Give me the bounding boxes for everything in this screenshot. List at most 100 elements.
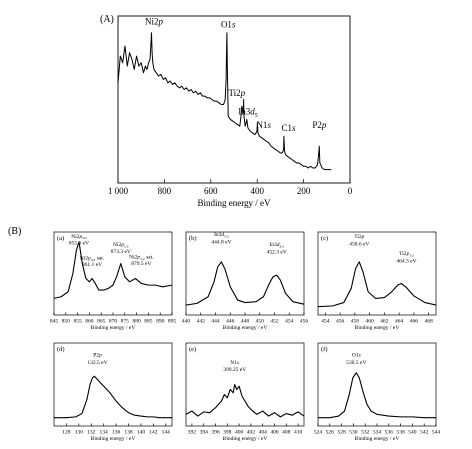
x-tick-label: 530 (349, 430, 358, 436)
x-tick-label: 890 (156, 319, 165, 325)
peak-annotation: O1s (352, 352, 361, 358)
x-axis-label: Binding energy / eV (355, 325, 400, 331)
peak-annotation: Ti2p (228, 88, 245, 98)
x-tick-label: 440 (182, 319, 191, 325)
x-tick-label: 600 (204, 186, 218, 196)
x-tick-label: 532 (361, 430, 370, 436)
chart-panel-b-d: 128 130 132 134 136 138 140 142 144 Binding energ… (53, 342, 173, 442)
x-tick-label: 394 (200, 430, 209, 436)
figure-label-b: (B) (8, 226, 21, 237)
peak-annotation: 530.5 eV (346, 360, 366, 366)
chart-panel-b-f: 524 526 528 530 532 534 536 538 540 542 544 Binding… (314, 342, 441, 442)
spectrum-line (54, 375, 172, 419)
x-tick-label: 542 (420, 430, 429, 436)
x-tick-label: 454 (285, 319, 294, 325)
plot-frame (53, 342, 173, 427)
x-tick-label: 448 (241, 319, 250, 325)
peak-annotation: 873.3 eV (111, 249, 131, 255)
x-tick-label: 144 (162, 430, 171, 436)
x-tick-label: 408 (282, 430, 291, 436)
x-tick-label: 1 000 (108, 186, 129, 196)
x-tick-label: 526 (326, 430, 335, 436)
panel-label: (f) (321, 346, 328, 353)
x-tick-label: 880 (132, 319, 141, 325)
chart-panel-a: 1 000 800 600 400 200 0 Binding energy / eV Ni2… (108, 15, 353, 208)
spectrum-line (318, 372, 436, 419)
x-tick-label: 410 (294, 430, 303, 436)
peak-annotation: Ni2p (145, 16, 164, 26)
peak-annotation: N1s (256, 120, 271, 130)
plot-frame (117, 15, 351, 184)
x-tick-label: 450 (256, 319, 265, 325)
peak-annotation: 444.8 eV (211, 240, 231, 246)
peak-annotation: P2p (93, 352, 102, 358)
chart-panel-b-a: 845 850 855 860 865 870 875 880 885 890 895 Binding… (50, 231, 177, 331)
plot-frame (317, 231, 437, 316)
x-axis-label: Binding energy / eV (197, 198, 271, 208)
peak-annotation: Ti2p (354, 234, 364, 240)
x-tick-label: 402 (247, 430, 256, 436)
spectrum-line (53, 241, 173, 299)
x-tick-label: 138 (124, 430, 133, 436)
x-tick-label: 454 (321, 319, 330, 325)
peak-annotation: N1s (230, 360, 239, 366)
chart-panels: 1 000 800 600 400 200 0 Binding energy / eV Ni2… (50, 15, 441, 442)
x-tick-label: 442 (197, 319, 206, 325)
peak-annotation: Ni2p1/2 sat. (129, 255, 154, 261)
chart-panel-b-b: 440 442 444 446 448 450 452 454 456 Binding energ… (182, 231, 308, 331)
x-tick-label: 464 (395, 319, 404, 325)
panel-label: (b) (189, 235, 197, 242)
plot-frame (185, 342, 305, 427)
x-tick-label: 444 (211, 319, 220, 325)
x-tick-label: 870 (109, 319, 118, 325)
x-axis-label: Binding energy / eV (91, 325, 136, 331)
x-tick-label: 130 (75, 430, 84, 436)
peak-annotation: 861.1 eV (82, 262, 102, 268)
x-tick-label: 800 (158, 186, 172, 196)
peak-annotation: In3d5/2 (214, 232, 229, 238)
peak-annotation: In3d3/2 (269, 242, 284, 248)
x-tick-label: 462 (380, 319, 389, 325)
peak-annotation: 855.6 eV (69, 240, 89, 246)
peak-annotation: C1s (282, 123, 297, 133)
x-tick-label: 400 (235, 430, 244, 436)
x-tick-label: 524 (314, 430, 323, 436)
x-axis-label: Binding energy / eV (223, 436, 268, 442)
x-tick-label: 534 (373, 430, 382, 436)
x-tick-label: 398 (223, 430, 232, 436)
x-tick-label: 142 (149, 430, 158, 436)
x-tick-label: 895 (168, 319, 177, 325)
peak-annotation: Ni2p3/2 (71, 234, 87, 240)
x-tick-label: 452 (270, 319, 279, 325)
plot-frame (317, 342, 437, 427)
peak-annotation: 458.6 eV (349, 241, 369, 247)
x-tick-label: 134 (100, 430, 109, 436)
x-tick-label: 540 (408, 430, 417, 436)
x-tick-label: 865 (97, 319, 106, 325)
spectrum-line (185, 261, 305, 306)
x-tick-label: 860 (85, 319, 94, 325)
x-tick-label: 468 (425, 319, 434, 325)
x-tick-label: 128 (62, 430, 71, 436)
peak-annotation: 399.25 eV (223, 367, 246, 373)
peak-annotation: Ni2p3/2 sat. (80, 255, 105, 261)
peak-annotation: O1s (221, 20, 236, 30)
x-tick-label: 885 (144, 319, 153, 325)
peak-annotation: In3d5 (238, 107, 257, 119)
peak-annotation: 452.3 eV (267, 250, 287, 256)
x-tick-label: 466 (410, 319, 419, 325)
panel-label: (d) (57, 346, 65, 353)
x-tick-label: 136 (112, 430, 121, 436)
x-tick-label: 140 (137, 430, 146, 436)
peak-annotation: Ni2p1/2 (113, 242, 129, 248)
peak-annotation: 879.5 eV (131, 261, 151, 267)
x-axis-label: Binding energy / eV (355, 436, 400, 442)
x-tick-label: 0 (348, 186, 353, 196)
chart-panel-b-e: 392 394 396 398 400 402 404 406 408 410 Binding en… (185, 342, 305, 442)
x-tick-label: 404 (259, 430, 268, 436)
x-tick-label: 544 (432, 430, 441, 436)
x-tick-label: 458 (351, 319, 360, 325)
panel-label: (c) (321, 235, 328, 242)
peak-annotation: Ti2p1/2 (399, 251, 414, 257)
